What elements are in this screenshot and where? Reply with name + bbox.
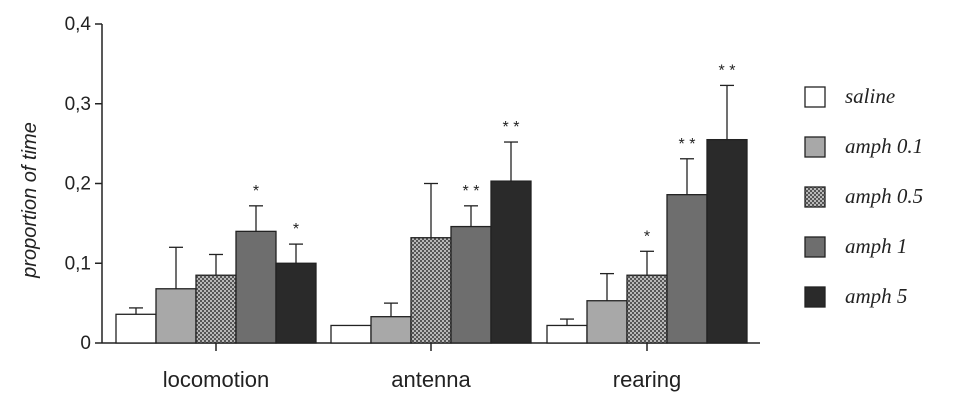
legend-label: saline [845,84,895,108]
bars-group: * * * * * * * * * * * [115,62,748,344]
y-axis: 0 0,1 0,2 0,3 0,4 [65,14,103,354]
bar [330,324,372,344]
legend: saline amph 0.1 amph 0.5 amph 1 amph 5 [804,84,923,308]
x-tick-label: locomotion [163,367,269,392]
bar [450,225,492,344]
legend-label: amph 1 [845,234,907,258]
y-axis-label: proportion of time [19,122,41,279]
bar [546,324,588,344]
legend-swatch [804,86,826,108]
y-tick-label: 0 [80,333,91,354]
legend-label: amph 0.1 [845,134,923,158]
bar [155,288,197,344]
y-tick-label: 0,4 [65,14,92,35]
bar [370,316,412,344]
significance-label: * * [679,136,696,153]
significance-label: * * [463,183,480,200]
bar [666,194,708,344]
bar [195,274,237,344]
legend-swatch [804,136,826,158]
legend-swatch [804,186,826,208]
significance-label: * [253,183,259,200]
x-tick-label: rearing [613,367,681,392]
x-axis: locomotion antenna rearing [102,342,760,392]
bar [490,180,532,344]
bar [586,300,628,344]
bar [626,274,668,344]
bar [410,237,452,344]
bar [115,313,157,344]
y-tick-label: 0,2 [65,174,91,195]
x-tick-label: antenna [391,367,471,392]
legend-label: amph 0.5 [845,184,923,208]
significance-label: * * [503,119,520,136]
y-tick-label: 0,3 [65,94,91,115]
significance-label: * [644,228,650,245]
bar [706,138,748,344]
bar [235,230,277,344]
significance-label: * [293,221,299,238]
legend-swatch [804,286,826,308]
y-tick-label: 0,1 [65,253,91,274]
significance-label: * * [719,62,736,79]
legend-label: amph 5 [845,284,907,308]
legend-swatch [804,236,826,258]
bar [275,262,317,344]
